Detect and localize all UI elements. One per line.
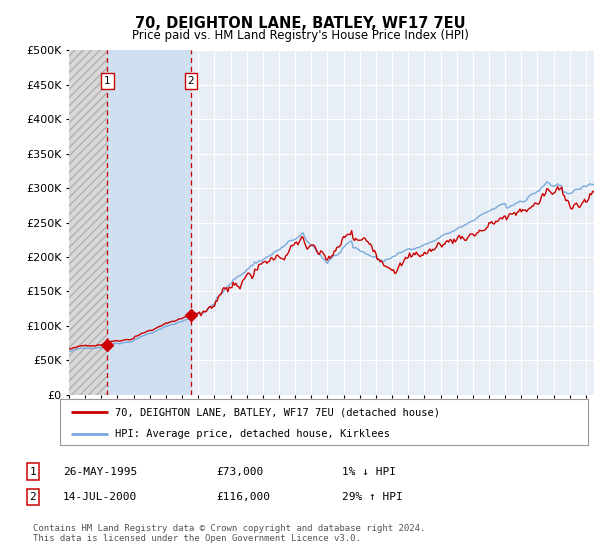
Text: £73,000: £73,000 — [216, 466, 263, 477]
Text: 1: 1 — [29, 466, 37, 477]
Text: 26-MAY-1995: 26-MAY-1995 — [63, 466, 137, 477]
Text: 1% ↓ HPI: 1% ↓ HPI — [342, 466, 396, 477]
Text: 70, DEIGHTON LANE, BATLEY, WF17 7EU: 70, DEIGHTON LANE, BATLEY, WF17 7EU — [134, 16, 466, 31]
Bar — [107, 50, 191, 395]
Text: Price paid vs. HM Land Registry's House Price Index (HPI): Price paid vs. HM Land Registry's House … — [131, 29, 469, 42]
Bar — [69, 50, 107, 395]
Text: 2: 2 — [29, 492, 37, 502]
Text: HPI: Average price, detached house, Kirklees: HPI: Average price, detached house, Kirk… — [115, 429, 391, 438]
Text: 2: 2 — [187, 76, 194, 86]
Text: 29% ↑ HPI: 29% ↑ HPI — [342, 492, 403, 502]
Bar — [69, 50, 107, 395]
Text: 14-JUL-2000: 14-JUL-2000 — [63, 492, 137, 502]
Text: £116,000: £116,000 — [216, 492, 270, 502]
Text: 70, DEIGHTON LANE, BATLEY, WF17 7EU (detached house): 70, DEIGHTON LANE, BATLEY, WF17 7EU (det… — [115, 407, 440, 417]
Text: 1: 1 — [104, 76, 111, 86]
Text: Contains HM Land Registry data © Crown copyright and database right 2024.
This d: Contains HM Land Registry data © Crown c… — [33, 524, 425, 543]
